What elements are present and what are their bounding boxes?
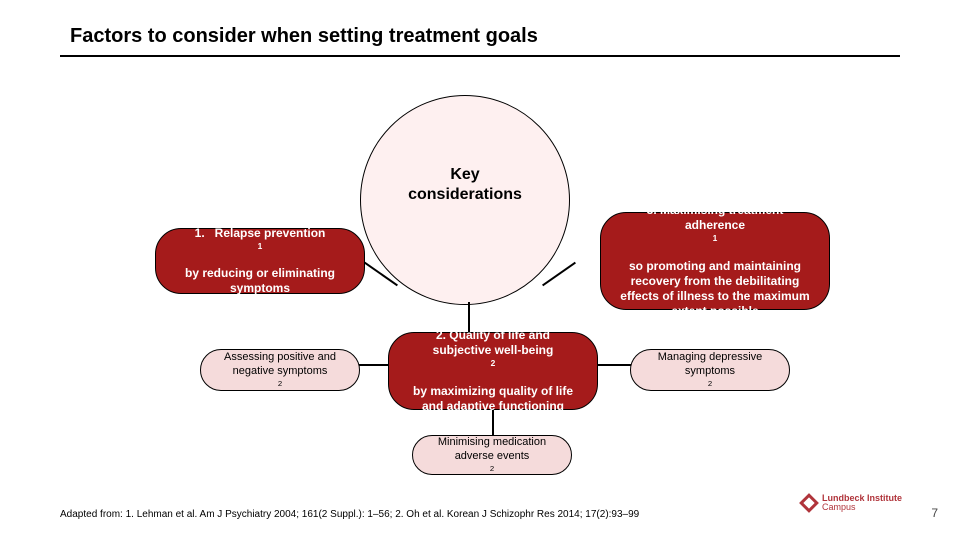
box4: Assessing positive andnegative symptoms2 <box>200 349 360 391</box>
box1: 1. Relapse prevention1by reducing or eli… <box>155 228 365 294</box>
slide: Factors to consider when setting treatme… <box>0 0 960 540</box>
center-label: Key considerations <box>360 165 570 205</box>
title-rule <box>60 55 900 57</box>
center-label-line1: Key <box>450 166 479 183</box>
box2: 2. Quality of life andsubjective well-be… <box>388 332 598 410</box>
footer-citation: Adapted from: 1. Lehman et al. Am J Psyc… <box>60 509 639 520</box>
box6: Minimising medicationadverse events2 <box>412 435 572 475</box>
box5: Managing depressivesymptoms2 <box>630 349 790 391</box>
box3: 3. Maximising treatmentadherence1so prom… <box>600 212 830 310</box>
brand-logo: Lundbeck Institute Campus <box>802 494 902 512</box>
center-label-line2: considerations <box>408 186 522 203</box>
logo-line2: Campus <box>822 502 856 512</box>
logo-diamond-icon <box>799 493 819 513</box>
slide-title: Factors to consider when setting treatme… <box>70 25 538 48</box>
logo-text: Lundbeck Institute Campus <box>822 494 902 512</box>
connector-5 <box>594 364 632 366</box>
page-number: 7 <box>931 506 938 520</box>
connector-3 <box>492 410 494 438</box>
